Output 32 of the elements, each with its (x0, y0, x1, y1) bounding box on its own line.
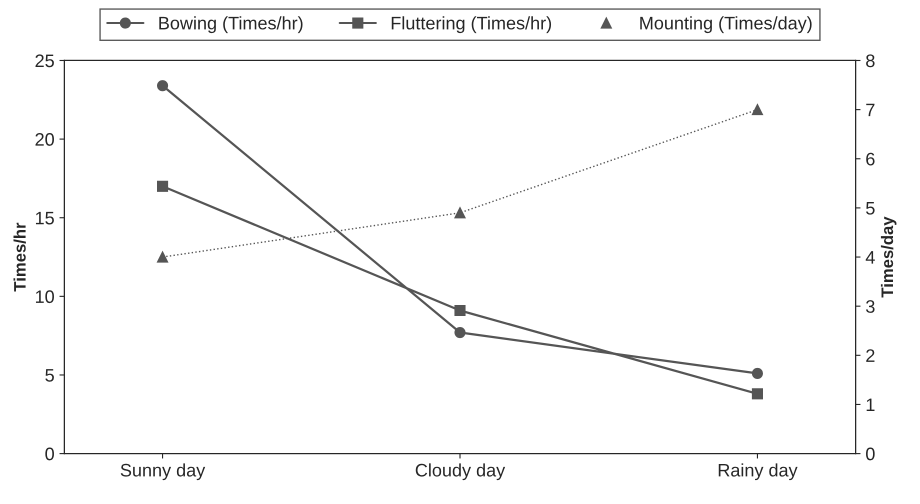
x-tick-label: Rainy day (718, 463, 798, 480)
point (454, 326, 466, 338)
y-tick-label: 0 (45, 448, 54, 460)
point (454, 304, 466, 316)
y2-tick-label: 2 (866, 349, 874, 362)
point (454, 207, 466, 218)
x-tick-label: Cloudy day (416, 463, 506, 480)
point (157, 180, 168, 192)
y-axis-title: Times/hr (14, 222, 26, 292)
legend-label: Bowing (Times/hr) (159, 16, 303, 34)
point (157, 80, 168, 92)
y2-tick-label: 7 (866, 104, 874, 116)
y2-tick-label: 1 (866, 398, 874, 411)
legend-label: Fluttering (Times/hr) (392, 16, 552, 34)
y-tick-label: 20 (36, 133, 54, 146)
x-tick-label: Sunny day (120, 463, 206, 480)
legend-label: Mounting (Times/day) (640, 16, 812, 34)
y2-tick-label: 0 (866, 448, 875, 460)
y2-tick-label: 6 (866, 152, 875, 166)
y2-axis-title: Times/day (880, 216, 896, 298)
y-tick-label: 5 (45, 369, 54, 382)
y2-tick-label: 4 (866, 251, 875, 264)
y2-tick-label: 5 (866, 202, 875, 215)
y2-tick-label: 3 (866, 300, 875, 313)
point (752, 388, 763, 400)
y-tick-label: 10 (36, 290, 54, 304)
point (157, 251, 168, 263)
y2-tick-label: 8 (866, 54, 875, 68)
y-tick-label: 25 (36, 54, 54, 68)
point (752, 104, 763, 116)
y-tick-label: 15 (36, 212, 54, 224)
point (752, 368, 763, 379)
